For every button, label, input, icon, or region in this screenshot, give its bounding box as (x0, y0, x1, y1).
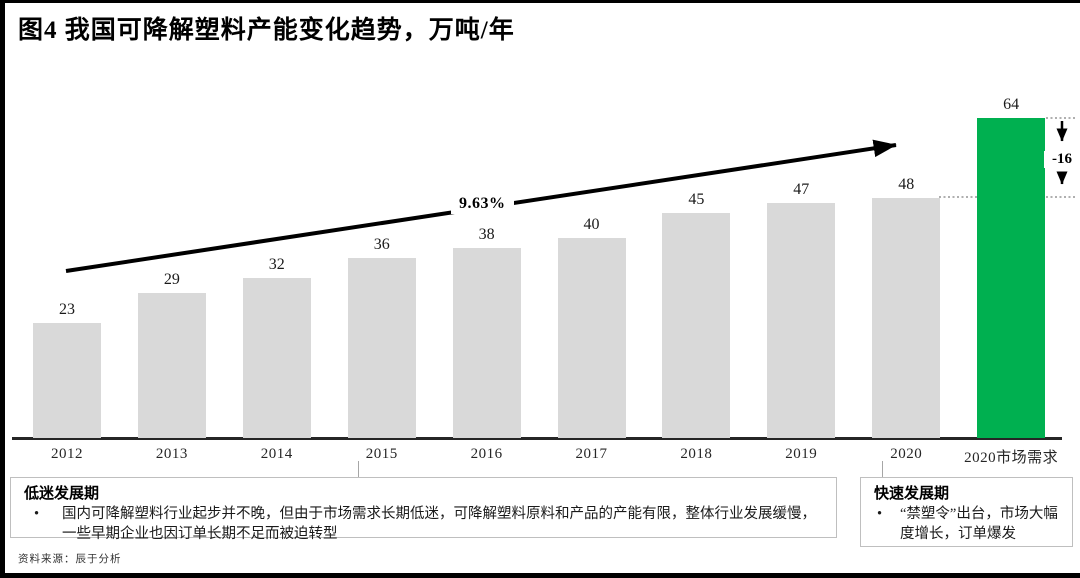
x-axis-label: 2020市场需求 (964, 450, 1059, 466)
connector-right-phase (882, 461, 883, 477)
bar-value-label: 64 (1003, 96, 1020, 113)
x-axis-label: 2018 (680, 446, 713, 462)
frame-border-bottom (0, 573, 1080, 578)
bar-value-label: 23 (59, 301, 75, 318)
bar (872, 198, 941, 438)
bar-value-label: 36 (373, 236, 390, 253)
bar (662, 213, 731, 438)
bar-value-label: 40 (583, 216, 600, 233)
frame-border-left (0, 0, 5, 578)
bar-value-label: 29 (163, 271, 180, 288)
bar (347, 258, 416, 438)
bar-value-label: 32 (268, 256, 285, 273)
x-axis-label: 2013 (155, 446, 188, 462)
bar-value-label: 47 (793, 181, 810, 198)
phase-title: 低迷发展期 (24, 486, 100, 502)
x-axis-label: 2017 (575, 446, 608, 462)
cagr-label: 9.63% (451, 194, 514, 214)
gap-label: -16 (1044, 151, 1080, 168)
x-axis-label: 2020 (890, 446, 923, 462)
bar-value-label: 45 (688, 191, 705, 208)
phase-bullet-text: 国内可降解塑料行业起步并不晚，但由于市场需求长期低迷，可降解塑料原料和产品的产能… (24, 504, 823, 544)
phase-title: 快速发展期 (874, 486, 950, 502)
x-axis-label: 2012 (51, 446, 83, 462)
bar (33, 323, 101, 438)
bar-value-label: 38 (478, 226, 495, 243)
connector-left-phase (358, 461, 359, 477)
bar (137, 293, 206, 438)
phase-box-slow-development: 低迷发展期 国内可降解塑料行业起步并不晚，但由于市场需求长期低迷，可降解塑料原料… (10, 477, 837, 542)
bar (242, 278, 311, 438)
phase-bullet-text: “禁塑令”出台，市场大幅度增长，订单爆发 (874, 504, 1059, 544)
source-note: 资料来源：辰于分析 (18, 554, 122, 565)
x-axis-label: 2016 (470, 446, 503, 462)
bar (767, 203, 836, 438)
x-axis-label: 2015 (365, 446, 398, 462)
bar (557, 238, 626, 438)
x-axis-label: 2019 (785, 446, 818, 462)
bar (452, 248, 521, 438)
x-axis-label: 2014 (260, 446, 293, 462)
bar-highlight (977, 118, 1046, 438)
x-axis-line (12, 437, 1062, 440)
phase-box-rapid-development: 快速发展期 “禁塑令”出台，市场大幅度增长，订单爆发 (860, 477, 1073, 547)
frame-border-top (0, 0, 1080, 3)
chart-title: 图4 我国可降解塑料产能变化趋势，万吨/年 (18, 17, 515, 44)
bar-value-label: 48 (898, 176, 915, 193)
